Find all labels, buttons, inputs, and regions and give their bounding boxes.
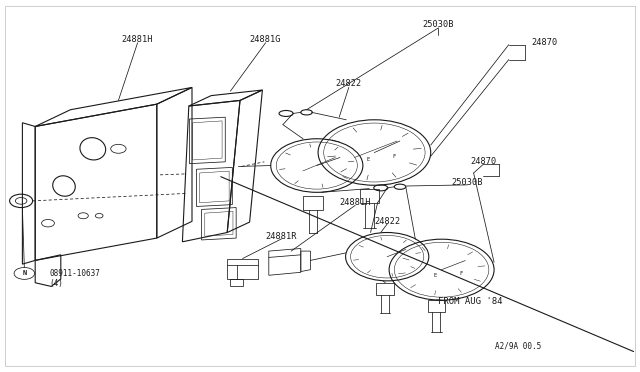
Text: 25030B: 25030B: [422, 20, 454, 29]
Text: 24870: 24870: [531, 38, 557, 47]
Text: 08911-10637: 08911-10637: [49, 269, 100, 278]
Text: 24822: 24822: [374, 217, 401, 226]
Text: F: F: [459, 271, 463, 276]
Text: 24881H: 24881H: [339, 198, 371, 207]
Text: E: E: [366, 157, 370, 162]
Text: 24870: 24870: [470, 157, 497, 166]
Text: 25030B: 25030B: [451, 178, 483, 187]
Text: 24881G: 24881G: [250, 35, 282, 44]
Text: F: F: [392, 154, 396, 160]
Text: E: E: [433, 273, 437, 278]
Text: (4): (4): [49, 279, 63, 288]
Text: 24881R: 24881R: [266, 232, 298, 241]
Text: 24881H: 24881H: [122, 35, 154, 44]
Text: N: N: [22, 270, 26, 276]
Text: FROM AUG '84: FROM AUG '84: [438, 297, 502, 306]
Text: 24822: 24822: [335, 79, 362, 88]
Text: A2/9A 00.5: A2/9A 00.5: [495, 341, 541, 350]
